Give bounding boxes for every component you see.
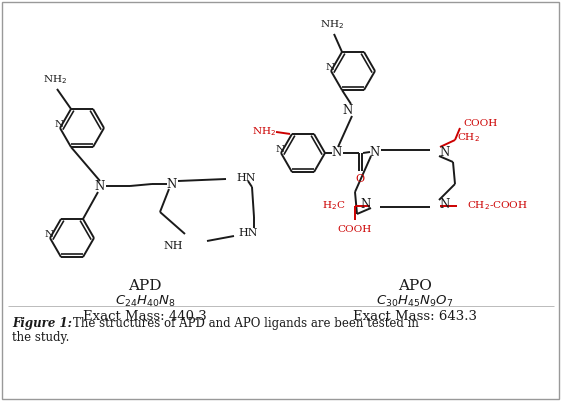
Text: N: N bbox=[370, 146, 380, 158]
Text: the study.: the study. bbox=[12, 330, 69, 344]
Text: Figure 1:: Figure 1: bbox=[12, 316, 72, 330]
Text: N: N bbox=[167, 178, 177, 190]
Text: N: N bbox=[275, 145, 284, 154]
Text: N: N bbox=[361, 198, 371, 211]
Text: APO: APO bbox=[398, 279, 432, 293]
Text: HN: HN bbox=[238, 228, 257, 238]
Text: N: N bbox=[95, 180, 105, 192]
Text: COOH: COOH bbox=[338, 225, 372, 235]
Text: Exact Mass: 643.3: Exact Mass: 643.3 bbox=[353, 310, 477, 324]
Text: APD: APD bbox=[128, 279, 162, 293]
Text: NH: NH bbox=[164, 241, 183, 251]
Text: HN: HN bbox=[236, 173, 256, 183]
Text: CH$_2$-COOH: CH$_2$-COOH bbox=[467, 200, 528, 213]
Text: Exact Mass: 440.3: Exact Mass: 440.3 bbox=[83, 310, 207, 322]
Text: $C_{24}H_{40}N_8$: $C_{24}H_{40}N_8$ bbox=[115, 294, 175, 308]
Text: NH$_2$: NH$_2$ bbox=[43, 73, 67, 86]
Text: $C_{30}H_{45}N_9O_7$: $C_{30}H_{45}N_9O_7$ bbox=[377, 294, 454, 308]
Text: N: N bbox=[332, 146, 342, 160]
Text: CH$_2$: CH$_2$ bbox=[457, 132, 480, 144]
Text: N: N bbox=[54, 120, 64, 129]
Text: O: O bbox=[355, 174, 365, 184]
Text: N: N bbox=[439, 198, 449, 211]
Text: The structures of APD and APO ligands are been tested in: The structures of APD and APO ligands ar… bbox=[73, 316, 419, 330]
Text: N: N bbox=[325, 63, 334, 72]
Text: N: N bbox=[439, 146, 449, 158]
Text: COOH: COOH bbox=[463, 119, 497, 128]
Text: N: N bbox=[343, 105, 353, 117]
Text: H$_2$C: H$_2$C bbox=[321, 200, 345, 213]
Text: NH$_2$: NH$_2$ bbox=[252, 126, 276, 138]
Text: NH$_2$: NH$_2$ bbox=[320, 18, 344, 31]
Text: N: N bbox=[44, 230, 53, 239]
